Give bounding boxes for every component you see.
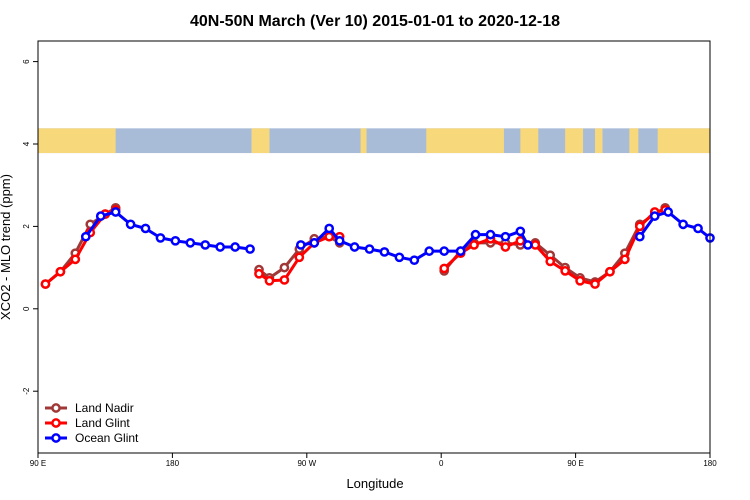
data-point [295, 240, 306, 250]
data-point [264, 275, 275, 286]
plot-frame [37, 40, 711, 454]
series-line-2-0 [84, 210, 251, 251]
data-point [279, 275, 290, 285]
legend-swatch-marker [51, 433, 61, 443]
data-point [515, 226, 526, 237]
data-point [485, 229, 496, 240]
data-point [590, 279, 600, 289]
data-point [55, 266, 66, 277]
legend-swatch-marker [51, 403, 61, 413]
data-point [649, 211, 660, 221]
data-point [634, 231, 645, 242]
map-land-4 [520, 128, 539, 154]
data-point [500, 231, 511, 242]
data-point [678, 219, 688, 230]
data-point [40, 279, 51, 289]
x-axis: 90 E 180 90 W 0 90 E 180 [30, 453, 717, 468]
data-point [575, 275, 585, 286]
data-point [522, 240, 533, 250]
map-land-6 [595, 128, 603, 154]
series-line-1-2 [443, 208, 666, 286]
data-point [439, 246, 450, 256]
data-point [230, 242, 240, 252]
x-tick-label: 90 W [297, 459, 316, 468]
x-tick-label: 180 [166, 459, 180, 468]
map-strip [38, 128, 710, 154]
data-point [334, 235, 345, 246]
data-point [215, 242, 226, 252]
data-point [294, 252, 305, 263]
data-point [500, 242, 511, 252]
data-point [379, 247, 390, 257]
data-point [455, 246, 466, 256]
data-point [185, 238, 196, 248]
x-tick-label: 90 E [30, 459, 46, 468]
y-tick-label: 0 [22, 306, 31, 311]
data-point [110, 207, 121, 217]
data-point [254, 268, 264, 279]
data-point [309, 238, 320, 248]
y-tick-label: 2 [22, 224, 31, 229]
data-point [125, 219, 136, 230]
map-ocean [38, 128, 710, 154]
y-tick-label: 6 [22, 59, 31, 64]
data-point [560, 266, 570, 276]
map-land-5 [565, 128, 584, 154]
data-point [470, 229, 481, 240]
data-point [469, 240, 479, 250]
map-land-3 [426, 128, 504, 154]
data-point [279, 262, 290, 273]
data-point [80, 231, 91, 242]
data-point [140, 223, 151, 234]
data-point [620, 254, 630, 265]
map-land-2 [360, 128, 367, 154]
map-land-0 [38, 128, 116, 154]
data-point [155, 233, 166, 243]
y-tick-label: -2 [22, 387, 31, 395]
data-point [324, 231, 335, 242]
legend-swatch-marker [51, 418, 61, 428]
map-land-1 [251, 128, 270, 154]
data-point [170, 235, 181, 246]
data-point [200, 240, 211, 250]
data-point [364, 244, 375, 254]
x-tick-label: 180 [703, 459, 717, 468]
y-axis-label: XCO2 - MLO trend (ppm) [0, 174, 13, 320]
data-point [545, 256, 556, 267]
series-ocean-glint [80, 207, 715, 266]
data-point [663, 207, 674, 217]
data-point [409, 255, 420, 266]
data-point [530, 240, 541, 250]
data-point [439, 263, 450, 274]
data-point [424, 246, 435, 256]
x-tick-label: 0 [439, 459, 444, 468]
map-land-7 [629, 128, 639, 154]
data-point [693, 223, 703, 234]
x-axis-label: Longitude [346, 476, 403, 491]
series-layer [40, 203, 715, 289]
data-point [95, 211, 106, 221]
legend-label: Land Nadir [75, 401, 134, 415]
data-point [634, 221, 645, 232]
y-tick-label: 4 [22, 141, 31, 146]
y-axis: -2 0 2 4 6 [22, 59, 38, 395]
legend-label: Ocean Glint [75, 431, 139, 445]
map-land-8 [657, 128, 710, 154]
legend-label: Land Glint [75, 416, 130, 430]
data-point [324, 223, 335, 234]
x-tick-label: 90 E [567, 459, 583, 468]
data-point [349, 242, 360, 252]
data-point [605, 266, 615, 277]
data-point [394, 252, 405, 263]
data-point [70, 254, 81, 265]
data-point [245, 244, 255, 254]
chart-title: 40N-50N March (Ver 10) 2015-01-01 to 202… [190, 13, 560, 30]
